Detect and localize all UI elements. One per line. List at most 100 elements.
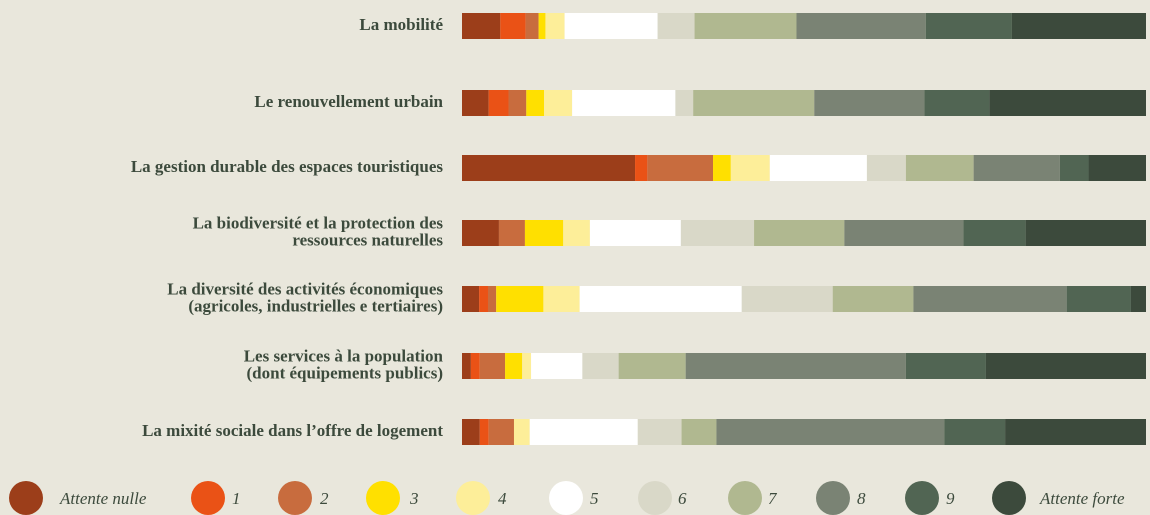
bar-segment [832, 286, 914, 312]
bar-segment [525, 13, 539, 39]
bar-segment [462, 220, 499, 246]
legend-label: 7 [768, 489, 778, 508]
bar-row [462, 286, 1146, 312]
category-label: La biodiversité et la protection des [193, 213, 444, 232]
bar-segment [538, 13, 546, 39]
category-label: La gestion durable des espaces touristiq… [131, 157, 444, 176]
category-label: ressources naturelles [292, 230, 443, 249]
bar-row [462, 419, 1146, 445]
legend-swatch [992, 481, 1026, 515]
bar-row [462, 13, 1146, 39]
legend-label: Attente forte [1039, 489, 1125, 508]
bar-row [462, 155, 1146, 181]
category-label: Le renouvellement urbain [254, 92, 443, 111]
bar-segment [730, 155, 770, 181]
category-label: La mixité sociale dans l’offre de logeme… [142, 421, 443, 440]
bar-segment [844, 220, 964, 246]
bar-segment [462, 90, 489, 116]
bar-segment [531, 353, 583, 379]
bar-segment [925, 13, 1012, 39]
bar-segment [1059, 155, 1089, 181]
bar-segment [498, 220, 525, 246]
legend-label: 6 [678, 489, 687, 508]
bar-segment [544, 90, 573, 116]
bar-segment [796, 13, 926, 39]
bar-segment [479, 353, 506, 379]
bar-segment [754, 220, 845, 246]
bar-segment [563, 220, 590, 246]
bar-segment [513, 419, 530, 445]
bar-segment [462, 13, 501, 39]
bar-segment [543, 286, 580, 312]
bar-segment [545, 13, 565, 39]
legend-swatch [278, 481, 312, 515]
legend-label: 5 [590, 489, 599, 508]
bar-segment [1025, 220, 1146, 246]
bar-segment [716, 419, 945, 445]
bar-segment [769, 155, 867, 181]
legend-swatch [549, 481, 583, 515]
bar-segment [500, 13, 526, 39]
bar-segment [1011, 13, 1146, 39]
bar-segment [913, 286, 1067, 312]
bar-segment [522, 353, 532, 379]
bar-segment [866, 155, 906, 181]
bar-segment [479, 286, 488, 312]
legend-label: 8 [857, 489, 866, 508]
legend-swatch [816, 481, 850, 515]
legend-swatch [728, 481, 762, 515]
category-label: (dont équipements publics) [247, 363, 443, 382]
bar-segment [505, 353, 523, 379]
bar-segment [985, 353, 1146, 379]
legend-label: 4 [498, 489, 507, 508]
bar-segment [1005, 419, 1146, 445]
bar-segment [675, 90, 694, 116]
bar-segment [488, 90, 509, 116]
bar-segment [944, 419, 1006, 445]
bar-segment [814, 90, 925, 116]
bar-segment [487, 286, 497, 312]
bar-segment [579, 286, 742, 312]
bar-segment [647, 155, 714, 181]
bar-row [462, 220, 1146, 246]
bar-segment [589, 220, 681, 246]
bar-segment [618, 353, 686, 379]
bar-segment [657, 13, 695, 39]
legend-swatch [905, 481, 939, 515]
legend-label: 3 [409, 489, 419, 508]
bar-segment [524, 220, 564, 246]
bar-segment [905, 353, 986, 379]
bar-segment [462, 155, 636, 181]
bar-segment [693, 90, 815, 116]
bar-segment [582, 353, 619, 379]
bar-segment [462, 286, 480, 312]
category-label: Les services à la population [244, 346, 444, 365]
bar-segment [470, 353, 480, 379]
bar-segment [680, 220, 755, 246]
bar-segment [529, 419, 638, 445]
legend-swatch [366, 481, 400, 515]
legend-label: 1 [232, 489, 241, 508]
bar-segment [924, 90, 990, 116]
legend-label: Attente nulle [59, 489, 147, 508]
bar-segment [462, 419, 480, 445]
bar-segment [741, 286, 833, 312]
bar-segment [973, 155, 1060, 181]
bar-segment [685, 353, 906, 379]
category-label: La diversité des activités économiques [167, 279, 443, 298]
bar-row [462, 353, 1146, 379]
bar-segment [1088, 155, 1146, 181]
legend-label: 9 [946, 489, 955, 508]
bar-segment [479, 419, 489, 445]
bar-segment [694, 13, 797, 39]
bar-segment [496, 286, 544, 312]
bar-segment [488, 419, 514, 445]
bar-segment [905, 155, 974, 181]
bar-segment [635, 155, 648, 181]
bar-segment [572, 90, 676, 116]
bar-segment [508, 90, 527, 116]
bar-segment [681, 419, 717, 445]
bar-segment [637, 419, 682, 445]
bar-segment [1130, 286, 1146, 312]
